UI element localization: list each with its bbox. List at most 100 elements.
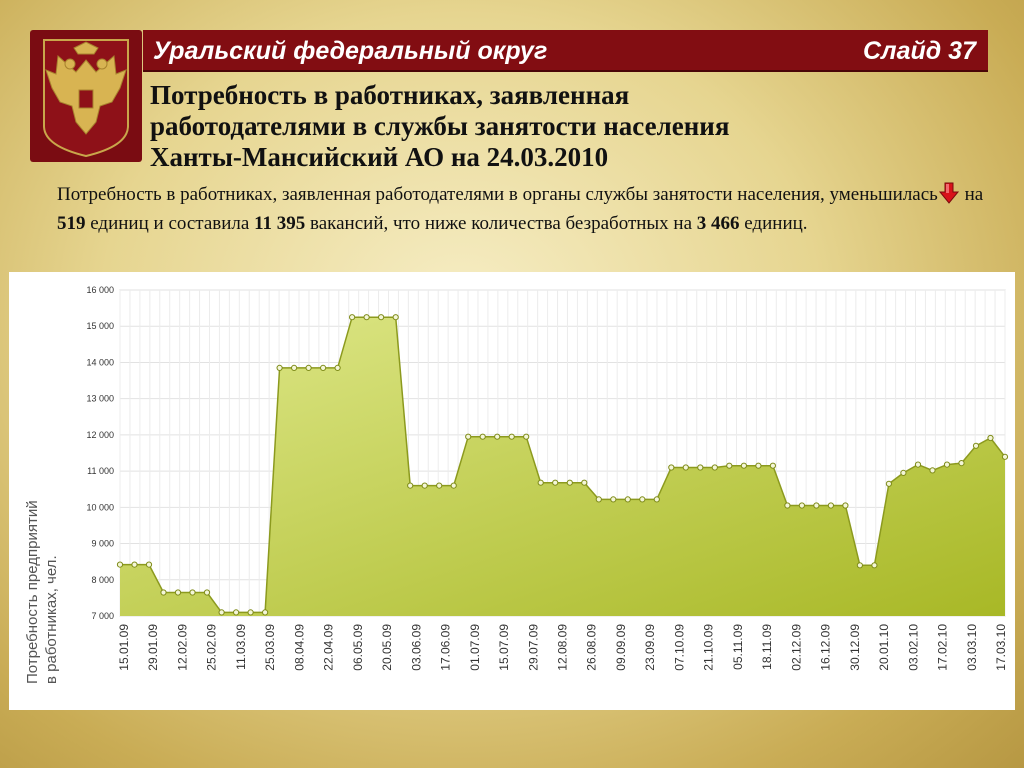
- x-tick-label: 30.12.09: [848, 624, 862, 671]
- data-point: [682, 464, 689, 471]
- x-tick-label: 17.06.09: [439, 624, 453, 671]
- chart-area-series: [120, 316, 1006, 616]
- x-tick-label: 25.03.09: [263, 624, 277, 671]
- data-point: [233, 609, 240, 616]
- slide-number: Слайд 37: [863, 37, 976, 65]
- data-point: [552, 479, 559, 486]
- chart-panel: 7 000 8 000 9 000 10 000 11 000 12 000 13 000 1…: [9, 272, 1015, 710]
- description-text-1: Потребность в работниках, заявленная раб…: [57, 184, 938, 205]
- data-point: [885, 480, 893, 487]
- data-point: [813, 502, 820, 509]
- data-point: [581, 479, 588, 486]
- data-point: [436, 482, 443, 489]
- data-point: [116, 561, 124, 568]
- data-point: [798, 502, 806, 509]
- data-point: [276, 364, 283, 372]
- data-point: [479, 433, 486, 440]
- data-point: [508, 433, 515, 440]
- x-tick-label: 15.07.09: [497, 624, 511, 671]
- double-headed-eagle-icon: [43, 39, 129, 158]
- red-down-arrow-icon: [938, 182, 959, 204]
- data-point: [639, 496, 646, 503]
- x-tick-label: 06.05.09: [351, 624, 365, 671]
- x-tick-label: 29.01.09: [146, 624, 160, 671]
- data-point: [334, 364, 341, 372]
- data-point: [987, 434, 994, 442]
- vacancy-area-chart: 7 000 8 000 9 000 10 000 11 000 12 000 13 000 1…: [24, 285, 1009, 684]
- x-tick-label: 02.12.09: [789, 624, 803, 671]
- x-tick-label: 20.05.09: [380, 624, 394, 671]
- x-tick-label: 12.02.09: [176, 624, 190, 671]
- data-point: [856, 562, 864, 569]
- vacancies-value: 11 395: [254, 212, 306, 234]
- x-tick-label: 17.02.10: [936, 624, 950, 671]
- data-point: [203, 589, 211, 596]
- data-point: [610, 496, 617, 503]
- data-point: [1001, 453, 1009, 460]
- x-tick-label: 01.07.09: [468, 624, 482, 671]
- data-point: [174, 589, 182, 596]
- y-axis-ticks: 7 000 8 000 9 000 10 000 11 000 12 000 13 000 1…: [86, 285, 114, 621]
- x-tick-label: 25.02.09: [205, 624, 219, 671]
- data-point: [827, 502, 835, 509]
- data-point: [247, 609, 254, 616]
- y-axis-label-line-1: Потребность предприятий: [24, 500, 41, 684]
- data-point: [305, 364, 312, 372]
- data-point: [189, 589, 196, 596]
- y-tick-label: 14 000: [86, 357, 114, 367]
- x-tick-label: 03.03.10: [965, 624, 979, 671]
- data-point: [291, 364, 298, 372]
- page-title-line-3: Ханты-Мансийский АО на 24.03.2010: [150, 142, 609, 172]
- page-title-line-1: Потребность в работниках, заявленная: [150, 80, 630, 110]
- data-point: [595, 496, 602, 503]
- data-point: [653, 496, 660, 503]
- data-point: [755, 462, 762, 469]
- data-point: [392, 314, 399, 321]
- emblem-panel: [30, 30, 142, 162]
- description-text-5: единиц.: [739, 212, 808, 234]
- x-tick-label: 15.01.09: [117, 624, 131, 671]
- y-tick-label: 10 000: [86, 502, 114, 512]
- chart-points: [116, 314, 1009, 616]
- data-point: [958, 460, 965, 467]
- title-bar: Уральский федеральный округ Слайд 37: [143, 30, 988, 72]
- data-point: [929, 467, 936, 474]
- data-point: [465, 433, 472, 440]
- data-point: [900, 469, 907, 476]
- area-fill: [120, 317, 1005, 616]
- data-point: [566, 479, 573, 486]
- data-point: [523, 433, 530, 440]
- data-point: [697, 464, 704, 471]
- series-line: [120, 316, 1006, 614]
- x-tick-label: 29.07.09: [526, 624, 540, 671]
- data-point: [943, 461, 951, 468]
- x-tick-label: 08.04.09: [292, 624, 306, 671]
- data-point: [769, 462, 777, 469]
- data-point: [668, 464, 675, 471]
- y-axis-label-line-2: в работниках, чел.: [43, 555, 60, 684]
- page-title-line-2: работодателями в службы занятости населе…: [150, 111, 730, 141]
- data-point: [842, 502, 849, 509]
- data-point: [871, 562, 878, 569]
- y-tick-label: 12 000: [86, 430, 114, 440]
- x-tick-label: 09.09.09: [614, 624, 628, 671]
- x-tick-label: 03.02.10: [906, 624, 920, 671]
- data-point: [726, 462, 733, 469]
- x-tick-label: 21.10.09: [702, 624, 716, 671]
- data-point: [145, 561, 153, 568]
- y-tick-label: 8 000: [91, 575, 114, 585]
- data-point: [421, 482, 428, 489]
- decrease-value: 519: [57, 212, 86, 234]
- data-point: [349, 314, 356, 321]
- page-title: Потребность в работниках, заявленная раб…: [150, 80, 990, 173]
- y-tick-label: 16 000: [86, 285, 114, 295]
- x-tick-label: 05.11.09: [731, 624, 745, 670]
- data-point: [624, 496, 631, 503]
- data-point: [378, 314, 385, 321]
- data-point: [131, 561, 138, 568]
- y-tick-label: 11 000: [87, 466, 114, 476]
- y-tick-label: 13 000: [86, 394, 114, 404]
- data-point: [363, 314, 370, 321]
- y-tick-label: 7 000: [91, 611, 114, 621]
- x-tick-label: 26.08.09: [585, 624, 599, 671]
